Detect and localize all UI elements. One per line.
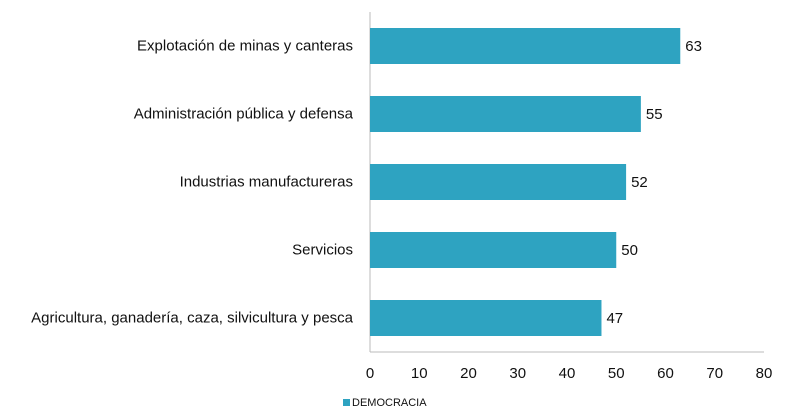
bar [370, 96, 641, 132]
x-tick-label: 70 [706, 365, 723, 382]
bar [370, 300, 601, 336]
x-tick-label: 40 [559, 365, 576, 382]
x-tick-label: 20 [460, 365, 477, 382]
data-label: 63 [685, 38, 702, 55]
y-tick-label: Agricultura, ganadería, caza, silvicultu… [31, 309, 353, 328]
x-tick-label: 60 [657, 365, 674, 382]
x-tick-label: 50 [608, 365, 625, 382]
bar [370, 232, 616, 268]
legend-label: DEMOCRACIA [352, 397, 427, 409]
data-label: 52 [631, 174, 648, 191]
y-tick-label: Explotación de minas y canteras [137, 37, 353, 56]
bar [370, 164, 626, 200]
y-tick-label: Servicios [292, 241, 353, 260]
data-label: 47 [606, 310, 623, 327]
y-tick-label: Administración pública y defensa [134, 105, 353, 124]
plot: 0 10 20 30 40 50 60 70 80 63 55 52 50 47 DEMOCRACIA [0, 0, 803, 410]
x-tick-label: 10 [411, 365, 428, 382]
chart: 0 10 20 30 40 50 60 70 80 63 55 52 50 47 DEMOCRACIA Ex… [0, 0, 803, 410]
data-label: 50 [621, 242, 638, 259]
bar [370, 28, 680, 64]
x-tick-label: 80 [756, 365, 773, 382]
data-label: 55 [646, 106, 663, 123]
y-tick-label: Industrias manufactureras [180, 173, 353, 192]
x-tick-label: 30 [509, 365, 526, 382]
x-tick-label: 0 [366, 365, 374, 382]
legend-swatch [343, 399, 350, 406]
